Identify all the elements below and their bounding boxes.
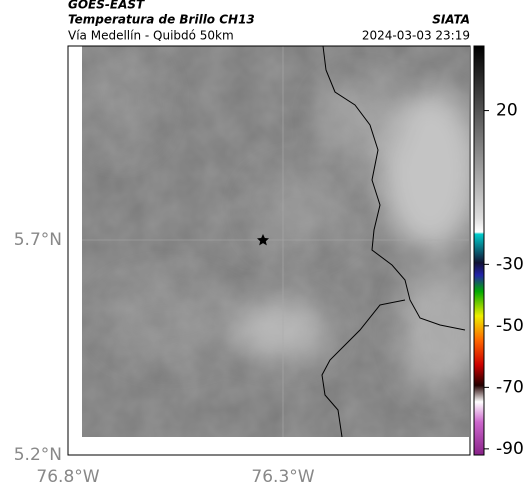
colorbar-tick-label: -50 <box>496 316 524 336</box>
region: Vía Medellín - Quibdó 50km <box>68 29 234 43</box>
lon-label: 76.8°W <box>36 467 99 487</box>
location-star <box>257 234 269 246</box>
colorbar-tick-label: 20 <box>496 101 518 121</box>
subtitle: Temperatura de Brillo CH13 <box>68 13 255 27</box>
colorbar-tick-label: -30 <box>496 254 524 274</box>
colorbar <box>473 45 485 456</box>
lat-label: 5.2°N <box>14 445 62 465</box>
satellite-image <box>82 46 469 437</box>
lon-label: 76.3°W <box>251 467 314 487</box>
colorbar-tick-label: -90 <box>496 439 524 459</box>
timestamp: 2024-03-03 23:19 <box>362 29 470 43</box>
title: GOES-EAST <box>68 0 145 12</box>
map-frame <box>67 45 471 456</box>
source: SIATA <box>432 13 470 27</box>
colorbar-tick-label: -70 <box>496 377 524 397</box>
lat-label: 5.7°N <box>14 230 62 250</box>
